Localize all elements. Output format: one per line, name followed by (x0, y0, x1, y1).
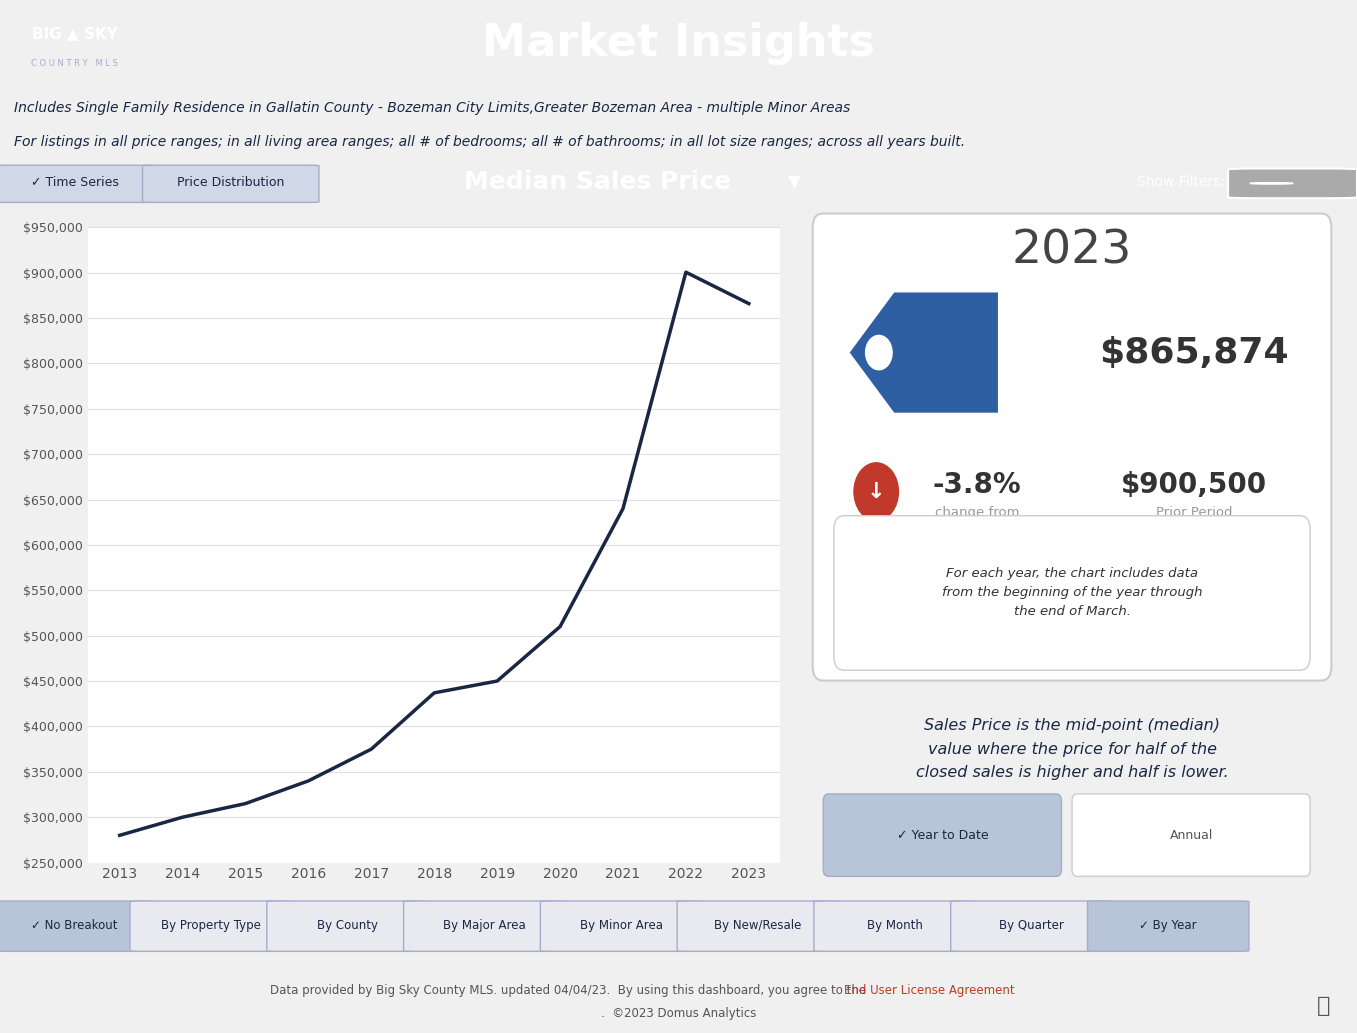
FancyBboxPatch shape (0, 901, 155, 951)
Text: ✓ By Year: ✓ By Year (1140, 919, 1197, 932)
Text: For listings in all price ranges; in all living area ranges; all # of bedrooms; : For listings in all price ranges; in all… (14, 135, 965, 149)
FancyBboxPatch shape (403, 901, 565, 951)
FancyBboxPatch shape (0, 165, 156, 202)
Text: Market Insights: Market Insights (482, 23, 875, 65)
Text: C O U N T R Y   M L S: C O U N T R Y M L S (31, 59, 118, 68)
Text: By Quarter: By Quarter (999, 919, 1064, 932)
Text: Prior Period: Prior Period (1156, 506, 1232, 519)
Text: $865,874: $865,874 (1099, 336, 1289, 370)
Text: ✓ Year to Date: ✓ Year to Date (897, 828, 988, 842)
Circle shape (1250, 183, 1293, 184)
FancyBboxPatch shape (540, 901, 702, 951)
Text: By New/Resale: By New/Resale (714, 919, 802, 932)
FancyBboxPatch shape (813, 214, 1331, 681)
Text: ▼: ▼ (787, 174, 801, 191)
Text: Price Distribution: Price Distribution (176, 176, 285, 189)
Text: BIG ▲ SKY: BIG ▲ SKY (31, 26, 118, 41)
Circle shape (854, 463, 898, 521)
Text: ✓ Time Series: ✓ Time Series (31, 176, 118, 189)
Text: $900,500: $900,500 (1121, 471, 1267, 499)
Text: By Minor Area: By Minor Area (579, 919, 662, 932)
Text: -3.8%: -3.8% (932, 471, 1020, 499)
Text: 2023: 2023 (1012, 228, 1132, 274)
Circle shape (866, 336, 892, 370)
Text: change from: change from (935, 506, 1019, 519)
FancyBboxPatch shape (824, 794, 1061, 876)
Text: Show Filters:: Show Filters: (1137, 176, 1224, 189)
FancyBboxPatch shape (267, 901, 429, 951)
Text: By Month: By Month (867, 919, 923, 932)
Text: End User License Agreement: End User License Agreement (844, 983, 1015, 997)
Text: By County: By County (318, 919, 379, 932)
FancyBboxPatch shape (814, 901, 976, 951)
Text: Includes Single Family Residence in Gallatin County - Bozeman City Limits,Greate: Includes Single Family Residence in Gall… (14, 101, 849, 115)
Text: For each year, the chart includes data
from the beginning of the year through
th: For each year, the chart includes data f… (942, 567, 1202, 618)
FancyBboxPatch shape (142, 165, 319, 202)
Text: Sales Price is the mid-point (median)
value where the price for half of the
clos: Sales Price is the mid-point (median) va… (916, 718, 1228, 780)
Text: By Property Type: By Property Type (161, 919, 261, 932)
FancyBboxPatch shape (130, 901, 292, 951)
Text: .  ©2023 Domus Analytics: . ©2023 Domus Analytics (601, 1007, 756, 1021)
FancyBboxPatch shape (677, 901, 839, 951)
FancyBboxPatch shape (1072, 794, 1311, 876)
Text: ✓ No Breakout: ✓ No Breakout (31, 919, 117, 932)
Text: Annual: Annual (1170, 828, 1213, 842)
Text: Median Sales Price: Median Sales Price (464, 170, 730, 194)
FancyBboxPatch shape (833, 515, 1311, 670)
Text: ↓: ↓ (867, 481, 886, 502)
Text: By Major Area: By Major Area (442, 919, 525, 932)
Polygon shape (849, 292, 997, 412)
FancyBboxPatch shape (951, 901, 1113, 951)
FancyBboxPatch shape (1228, 168, 1357, 198)
Text: Data provided by Big Sky County MLS. updated 04/04/23.  By using this dashboard,: Data provided by Big Sky County MLS. upd… (270, 983, 870, 997)
Text: ⎙: ⎙ (1316, 996, 1330, 1015)
FancyBboxPatch shape (1087, 901, 1248, 951)
